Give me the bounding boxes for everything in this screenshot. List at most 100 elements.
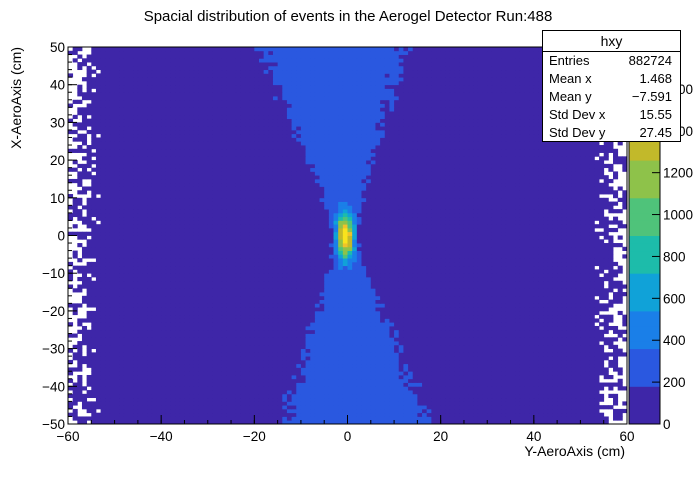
heatmap-cell (184, 337, 190, 342)
heatmap-cell (231, 284, 237, 289)
heatmap-cell (170, 344, 176, 349)
heatmap-cell (221, 337, 227, 342)
heatmap-cell (314, 412, 320, 417)
heatmap-cell (203, 284, 209, 289)
heatmap-cell (491, 325, 497, 331)
heatmap-cell (72, 386, 78, 391)
heatmap-cell (384, 405, 390, 410)
heatmap-cell (296, 265, 302, 270)
heatmap-cell (491, 261, 497, 267)
heatmap-cell (519, 378, 525, 383)
heatmap-cell (310, 397, 316, 402)
heatmap-cell (165, 374, 171, 380)
heatmap-cell (123, 310, 129, 316)
heatmap-cell (342, 356, 348, 361)
heatmap-cell (245, 261, 251, 267)
heatmap-cell (384, 397, 390, 402)
heatmap-cell (403, 416, 409, 421)
heatmap-cell (193, 292, 199, 297)
heatmap-cell (91, 288, 97, 293)
heatmap-cell (324, 284, 330, 289)
heatmap-cell (291, 390, 297, 395)
heatmap-cell (370, 344, 376, 349)
heatmap-cell (422, 325, 428, 331)
heatmap-cell (342, 378, 348, 383)
heatmap-cell (394, 356, 400, 361)
heatmap-cell (95, 393, 102, 399)
heatmap-cell (300, 348, 306, 353)
heatmap-cell (431, 344, 437, 349)
heatmap-cell (249, 401, 255, 406)
heatmap-cell (356, 310, 362, 316)
heatmap-cell (417, 276, 423, 282)
heatmap-cell (487, 303, 493, 308)
heatmap-cell (207, 307, 213, 312)
heatmap-cell (459, 273, 465, 278)
heatmap-cell (254, 420, 260, 425)
heatmap-cell (356, 408, 362, 414)
heatmap-cell (538, 374, 544, 380)
heatmap-cell (408, 408, 414, 414)
heatmap-cell (212, 359, 218, 365)
heatmap-cell (436, 261, 442, 267)
heatmap-cell (515, 314, 521, 319)
heatmap-cell (445, 303, 451, 308)
heatmap-cell (589, 280, 595, 285)
heatmap-cell (431, 273, 437, 278)
heatmap-cell (170, 284, 176, 289)
heatmap-cell (207, 397, 213, 402)
heatmap-cell (305, 352, 311, 357)
heatmap-cell (361, 412, 367, 417)
heatmap-cell (408, 401, 414, 406)
heatmap-cell (352, 325, 358, 331)
heatmap-cell (240, 363, 246, 368)
heatmap-cell (384, 284, 390, 289)
heatmap-cell (119, 288, 125, 293)
heatmap-cell (254, 408, 260, 414)
heatmap-cell (161, 416, 167, 421)
heatmap-cell (258, 367, 265, 372)
heatmap-cell (538, 292, 544, 297)
heatmap-cell (328, 318, 334, 323)
heatmap-cell (440, 382, 446, 387)
heatmap-cell (272, 258, 279, 263)
heatmap-cell (207, 405, 213, 410)
heatmap-cell (198, 371, 204, 376)
heatmap-cell (440, 307, 446, 312)
heatmap-cell (291, 371, 297, 376)
heatmap-cell (161, 314, 167, 319)
heatmap-cell (408, 307, 414, 312)
heatmap-cell (352, 307, 358, 312)
heatmap-cell (338, 314, 344, 319)
heatmap-cell (203, 390, 209, 395)
heatmap-cell (282, 397, 288, 402)
heatmap-cell (95, 401, 102, 406)
heatmap-cell (366, 408, 372, 414)
heatmap-cell (589, 276, 595, 282)
heatmap-cell (165, 367, 171, 372)
heatmap-cell (566, 276, 572, 282)
heatmap-cell (170, 416, 176, 421)
heatmap-cell (165, 390, 171, 395)
heatmap-cell (515, 329, 521, 334)
heatmap-cell (156, 261, 162, 267)
heatmap-cell (449, 397, 456, 402)
heatmap-cell (184, 356, 190, 361)
heatmap-cell (501, 303, 507, 308)
heatmap-cell (543, 344, 549, 349)
heatmap-cell (585, 405, 591, 410)
heatmap-cell (459, 295, 465, 300)
heatmap-cell (161, 284, 167, 289)
heatmap-cell (575, 374, 581, 380)
heatmap-cell (463, 303, 470, 308)
heatmap-cell (305, 337, 311, 342)
heatmap-cell (510, 367, 516, 372)
heatmap-cell (552, 352, 558, 357)
heatmap-cell (333, 390, 339, 395)
heatmap-cell (524, 393, 530, 399)
heatmap-cell (422, 310, 428, 316)
heatmap-cell (314, 337, 320, 342)
heatmap-cell (617, 265, 623, 270)
heatmap-cell (571, 318, 577, 323)
heatmap-cell (328, 378, 334, 383)
